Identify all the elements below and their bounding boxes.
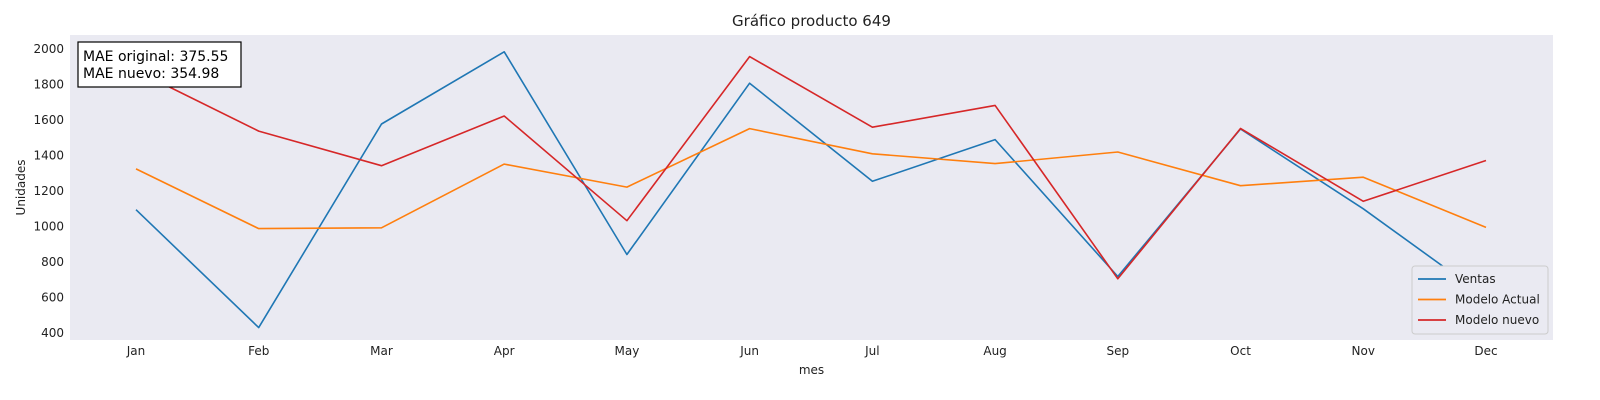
x-tick-label: Jan <box>126 344 146 358</box>
x-tick-label: May <box>615 344 640 358</box>
x-tick-label: Jul <box>864 344 879 358</box>
series-layer <box>135 50 1487 329</box>
x-tick-label: Sep <box>1107 344 1130 358</box>
y-tick-label: 1000 <box>33 220 64 234</box>
y-tick-label: 1200 <box>33 184 64 198</box>
x-tick-label: Mar <box>370 344 393 358</box>
plot-area <box>70 35 1553 340</box>
series-line <box>135 127 1487 230</box>
y-tick-label: 1800 <box>33 78 64 92</box>
legend-frame <box>1411 265 1549 335</box>
x-tick-label: Jun <box>739 344 759 358</box>
legend-entry: Ventas <box>1455 272 1496 286</box>
y-tick-label: 2000 <box>33 42 64 56</box>
legend-entry: Modelo nuevo <box>1455 313 1539 327</box>
y-tick-label: 800 <box>41 255 64 269</box>
mae-annotation-box: MAE original: 375.55 MAE nuevo: 354.98 <box>77 41 242 88</box>
x-tick-label: Feb <box>248 344 269 358</box>
y-tick-label: 1400 <box>33 149 64 163</box>
y-axis-label: Unidades <box>14 160 28 216</box>
chart-title: Gráfico producto 649 <box>732 12 891 30</box>
series-line <box>135 50 1487 329</box>
annotation-frame <box>77 41 242 88</box>
x-tick-label: Aug <box>983 344 1006 358</box>
x-axis: Jan Feb Mar Apr May Jun Jul Aug Sep Oct Nov Dec <box>126 344 1498 358</box>
x-tick-label: Apr <box>494 344 515 358</box>
series-line <box>135 55 1487 280</box>
legend: Ventas Modelo Actual Modelo nuevo <box>1411 265 1549 335</box>
x-tick-label: Dec <box>1474 344 1497 358</box>
x-axis-label: mes <box>799 363 824 377</box>
x-tick-label: Nov <box>1352 344 1375 358</box>
x-tick-label: Oct <box>1230 344 1251 358</box>
y-tick-label: 600 <box>41 290 64 304</box>
y-tick-label: 400 <box>41 326 64 340</box>
mae-nuevo-text: MAE nuevo: 354.98 <box>83 66 219 82</box>
y-axis: 400 600 800 1000 1200 1400 1600 1800 2000 <box>33 42 64 340</box>
legend-entry: Modelo Actual <box>1455 293 1540 307</box>
mae-original-text: MAE original: 375.55 <box>83 49 228 65</box>
y-tick-label: 1600 <box>33 113 64 127</box>
